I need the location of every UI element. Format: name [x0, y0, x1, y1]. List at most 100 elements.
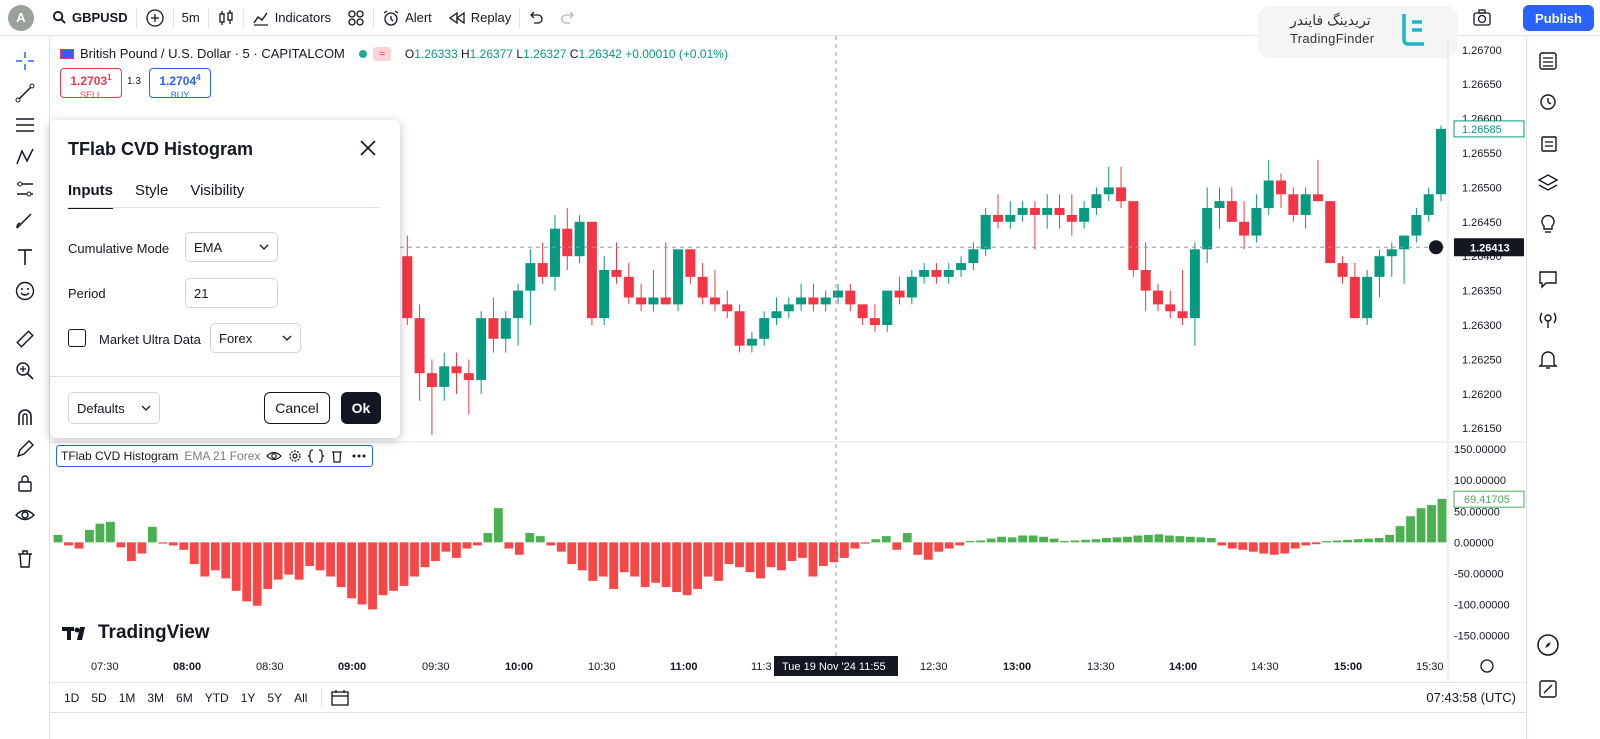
shortcuts-button[interactable]	[1535, 676, 1561, 702]
symbol-search-button[interactable]: GBPUSD	[44, 0, 136, 36]
alarm-clock-icon	[383, 9, 399, 26]
more-icon[interactable]	[350, 449, 368, 463]
trend-line-tool[interactable]	[12, 80, 38, 106]
range-3m[interactable]: 3M	[147, 690, 165, 705]
go-to-date-icon[interactable]	[330, 689, 350, 707]
utc-clock[interactable]: 07:43:58 (UTC)	[1426, 690, 1516, 705]
candle-body	[1165, 304, 1176, 312]
cvd-bar	[1123, 536, 1132, 543]
user-avatar[interactable]: A	[8, 4, 34, 31]
replay-button[interactable]: Replay	[440, 0, 519, 36]
snapshot-button[interactable]	[1464, 0, 1500, 36]
brush-tool[interactable]	[12, 208, 38, 234]
cvd-bar	[95, 523, 105, 543]
tab-style[interactable]: Style	[135, 182, 169, 199]
ideas-button[interactable]	[1535, 210, 1561, 236]
eye-icon[interactable]	[266, 449, 283, 463]
cvd-bar	[326, 542, 336, 577]
range-5y[interactable]: 5Y	[267, 690, 283, 705]
indicator-legend[interactable]: TFlab CVD Histogram EMA 21 Forex	[56, 445, 374, 467]
zoom-tool[interactable]	[12, 358, 38, 384]
compare-symbol-button[interactable]	[137, 0, 173, 36]
buy-button[interactable]: 1.27044 BUY	[149, 68, 211, 100]
tradingfinder-logo-en: TradingFinder	[1290, 31, 1375, 46]
pattern-icon	[16, 148, 34, 165]
crosshair-price-label: 1.26413	[1470, 242, 1510, 254]
ok-button[interactable]: Ok	[341, 392, 381, 424]
buy-price: 1.2704	[159, 74, 197, 88]
chart-svg[interactable]: 1.267001.266501.266001.265501.265001.264…	[50, 36, 1526, 682]
cumulative-mode-select[interactable]: EMA	[185, 232, 278, 262]
defaults-dropdown[interactable]: Defaults	[68, 392, 160, 424]
cvd-bar	[1395, 526, 1405, 543]
object-tree-button[interactable]	[1535, 130, 1561, 156]
pattern-tool[interactable]	[12, 144, 38, 170]
series-title[interactable]: British Pound / U.S. Dollar · 5 · CAPITA…	[80, 46, 345, 61]
lock-drawings-tool[interactable]	[12, 470, 38, 496]
redo-button[interactable]	[552, 0, 584, 36]
range-1m[interactable]: 1M	[118, 690, 136, 705]
chats-button[interactable]	[1535, 266, 1561, 292]
sell-price: 1.2703	[70, 74, 108, 88]
emoji-tool[interactable]	[12, 278, 38, 304]
remove-drawings-tool[interactable]	[12, 546, 38, 572]
period-input[interactable]: 21	[185, 278, 278, 308]
market-ultra-data-checkbox[interactable]	[68, 329, 86, 347]
forecast-tool[interactable]	[12, 176, 38, 202]
cancel-button[interactable]: Cancel	[264, 392, 330, 424]
interval-button[interactable]: 5m	[181, 10, 200, 25]
compare-badge[interactable]: ≈	[372, 46, 391, 61]
layouts-button[interactable]	[339, 0, 373, 36]
candle-body	[771, 311, 782, 319]
candle-body	[636, 297, 647, 305]
candle-body	[685, 249, 696, 277]
cvd-bar	[724, 542, 734, 565]
cvd-bar	[1102, 537, 1111, 543]
cvd-bar	[1311, 542, 1321, 545]
range-6m[interactable]: 6M	[176, 690, 193, 705]
candle-body	[549, 228, 560, 277]
settings-gear-icon[interactable]	[288, 449, 302, 463]
candle-body	[1079, 208, 1090, 222]
trash-icon[interactable]	[330, 449, 344, 463]
crosshair-tool[interactable]	[12, 48, 38, 74]
range-ytd[interactable]: YTD	[204, 690, 229, 705]
range-5d[interactable]: 5D	[91, 690, 107, 705]
defaults-label: Defaults	[77, 400, 125, 416]
stay-in-drawing-tool[interactable]	[12, 436, 38, 462]
measure-tool[interactable]	[12, 326, 38, 352]
notifications-button[interactable]	[1535, 346, 1561, 372]
candle-body	[1436, 128, 1446, 195]
layers-button[interactable]	[1535, 170, 1561, 196]
cvd-bar	[1238, 542, 1248, 550]
range-1y[interactable]: 1Y	[240, 690, 256, 705]
alerts-button[interactable]	[1535, 88, 1561, 114]
cvd-tick-label: 100.00000	[1454, 475, 1506, 487]
hide-drawings-tool[interactable]	[12, 502, 38, 528]
cvd-bar	[315, 542, 325, 571]
candle-body	[1288, 194, 1299, 215]
publish-button[interactable]: Publish	[1523, 5, 1594, 31]
source-code-icon[interactable]	[308, 449, 325, 463]
undo-button[interactable]	[520, 0, 552, 36]
text-tool[interactable]	[12, 244, 38, 270]
horizontal-lines-tool[interactable]	[12, 112, 38, 138]
tab-visibility[interactable]: Visibility	[190, 182, 245, 199]
close-icon[interactable]	[358, 138, 378, 158]
magnet-tool[interactable]	[12, 404, 38, 430]
streams-button[interactable]	[1535, 306, 1561, 332]
sell-button[interactable]: 1.27031 SELL	[60, 68, 122, 100]
tab-inputs[interactable]: Inputs	[68, 182, 113, 209]
market-select[interactable]: Forex	[210, 323, 301, 353]
cvd-bar	[1164, 535, 1174, 543]
range-1d[interactable]: 1D	[64, 690, 80, 705]
candle-body	[1399, 235, 1410, 250]
alert-button[interactable]: Alert	[374, 0, 440, 36]
range-all[interactable]: All	[294, 690, 308, 705]
chart-type-button[interactable]	[209, 0, 243, 36]
help-button[interactable]	[1535, 632, 1561, 658]
candle-body	[1312, 194, 1323, 202]
watchlist-button[interactable]	[1535, 48, 1561, 74]
chart-area[interactable]: 1.26700 1.26650 1.26600 1.26550 1.26500 1.264…	[50, 36, 1526, 682]
indicators-button[interactable]: Indicators	[244, 0, 339, 36]
